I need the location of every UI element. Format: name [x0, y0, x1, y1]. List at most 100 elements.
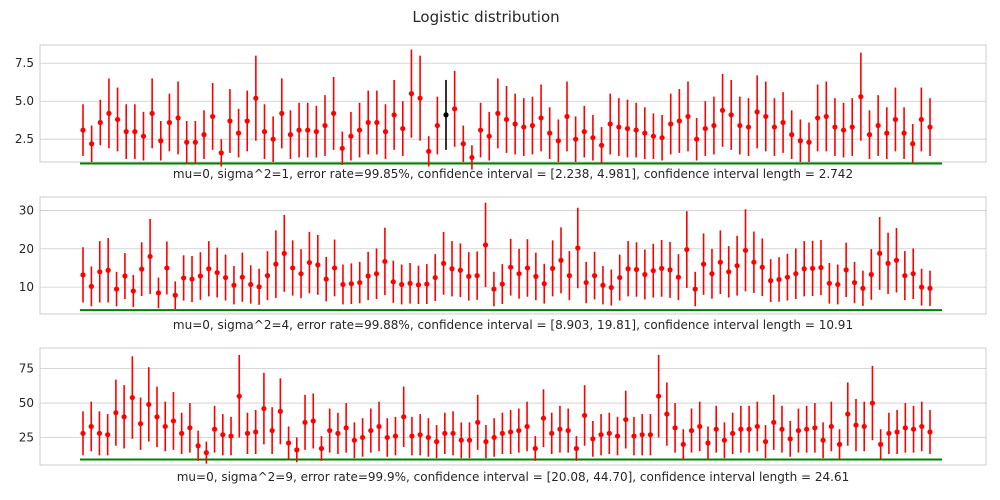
- data-point: [550, 265, 556, 271]
- data-point: [499, 281, 505, 287]
- data-point: [460, 141, 466, 147]
- subplot-3-y-ticks: 25 50 75: [19, 362, 34, 445]
- data-point: [823, 113, 829, 120]
- data-point: [491, 434, 497, 441]
- data-point: [705, 440, 711, 446]
- data-point: [738, 426, 744, 432]
- data-point: [409, 433, 415, 439]
- data-point: [771, 419, 777, 425]
- data-point: [575, 245, 581, 251]
- data-point: [631, 433, 637, 439]
- data-point: [919, 423, 925, 430]
- data-point: [845, 411, 851, 417]
- y-tick-label: 7.5: [15, 56, 34, 70]
- data-point: [910, 271, 916, 277]
- data-point: [866, 132, 873, 138]
- data-point: [583, 279, 589, 286]
- data-point: [858, 94, 864, 100]
- data-point: [659, 135, 665, 141]
- data-point: [499, 430, 505, 436]
- data-point: [818, 264, 824, 271]
- data-point: [155, 290, 162, 296]
- data-point: [80, 430, 86, 436]
- data-point: [642, 271, 648, 278]
- data-point: [164, 265, 170, 271]
- data-point: [162, 423, 168, 430]
- data-point: [365, 119, 371, 126]
- data-point: [711, 122, 717, 129]
- data-point: [801, 266, 807, 272]
- data-point: [391, 112, 397, 118]
- data-point: [927, 429, 933, 435]
- data-point: [853, 422, 859, 428]
- data-point: [475, 419, 481, 425]
- data-point: [97, 119, 103, 126]
- data-point: [376, 423, 382, 430]
- data-point: [820, 437, 826, 443]
- data-point: [616, 124, 622, 130]
- data-point: [664, 411, 670, 417]
- data-point: [189, 276, 195, 282]
- data-point: [516, 427, 522, 434]
- data-point: [901, 130, 907, 136]
- data-point: [264, 273, 271, 279]
- subplot-2-caption: mu=0, sigma^2=4, error rate=99.88%, conf…: [173, 318, 853, 332]
- data-point: [668, 121, 674, 127]
- data-point: [902, 425, 908, 431]
- y-tick-label: 50: [19, 396, 34, 410]
- data-point: [424, 281, 430, 287]
- figure-title: Logistic distribution: [412, 8, 559, 26]
- subplot-2: 10 20 30 mu=0, sigma^2=4, error rate=99.88…: [19, 196, 987, 332]
- data-point: [558, 257, 564, 263]
- data-point: [759, 264, 765, 270]
- data-point: [524, 265, 531, 271]
- data-point: [582, 412, 588, 419]
- data-point: [815, 115, 821, 121]
- subplot-1: 2.5 5.0 7.5 mu=0, sigma^2=1, error rate=99…: [15, 44, 987, 181]
- data-point: [253, 429, 259, 435]
- data-point: [231, 282, 237, 288]
- data-point: [340, 281, 346, 288]
- data-point: [287, 132, 294, 138]
- data-point: [650, 268, 656, 274]
- subplot-2-error-bars: [80, 202, 933, 310]
- data-point: [540, 415, 547, 421]
- data-point: [547, 130, 553, 136]
- data-point: [331, 265, 338, 271]
- data-point: [452, 106, 458, 112]
- data-point: [192, 139, 198, 145]
- data-point: [244, 118, 250, 124]
- data-point: [656, 393, 662, 399]
- data-point: [702, 125, 708, 132]
- data-point: [323, 276, 329, 282]
- data-point: [236, 393, 242, 399]
- subplot-1-gridlines: [40, 62, 986, 140]
- data-point: [203, 450, 209, 456]
- y-tick-label: 10: [19, 280, 34, 294]
- data-point: [692, 286, 698, 292]
- data-point: [495, 110, 501, 116]
- data-point: [408, 91, 415, 97]
- data-point: [555, 138, 561, 144]
- data-point: [734, 263, 740, 269]
- data-point: [532, 445, 538, 452]
- data-point: [197, 273, 204, 279]
- data-point: [130, 288, 136, 294]
- data-point: [310, 418, 316, 424]
- data-point: [88, 283, 94, 289]
- data-point: [843, 267, 849, 273]
- data-point: [730, 430, 736, 436]
- data-point: [878, 441, 884, 447]
- data-point: [804, 426, 810, 432]
- data-point: [633, 127, 639, 133]
- subplot-2-y-ticks: 10 20 30: [19, 203, 34, 294]
- data-point: [486, 133, 492, 139]
- data-point: [868, 271, 874, 278]
- data-point: [335, 430, 341, 436]
- data-point: [149, 110, 155, 116]
- data-point: [441, 260, 447, 266]
- data-point: [503, 116, 510, 123]
- data-point: [279, 110, 285, 116]
- subplot-3: 25 50 75 mu=0, sigma^2=9, error rate=99.9%…: [19, 347, 987, 484]
